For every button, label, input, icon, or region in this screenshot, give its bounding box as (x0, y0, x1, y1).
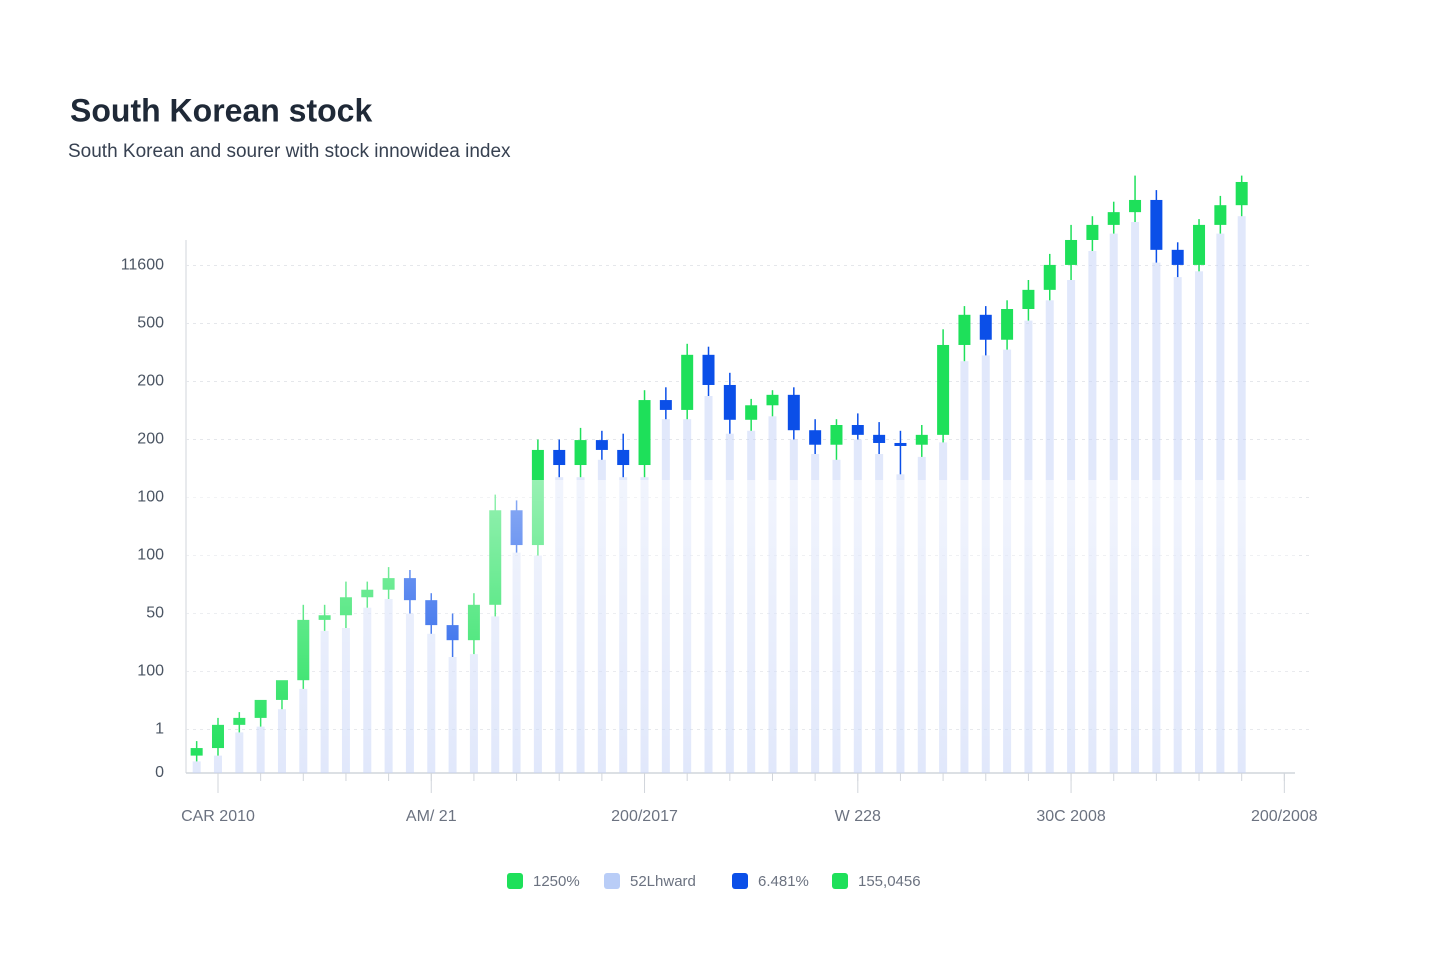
y-tick-label: 100 (137, 489, 164, 506)
x-tick-label: 30C 2008 (1036, 808, 1105, 825)
y-tick-label: 200 (137, 431, 164, 448)
candle-body (574, 440, 587, 466)
y-tick-label: 500 (137, 315, 164, 332)
candle-body (851, 425, 864, 435)
x-tick-label: W 228 (835, 808, 881, 825)
candle-body (1086, 224, 1099, 240)
legend-swatch (832, 873, 848, 889)
x-tick-label: 200/2017 (611, 808, 678, 825)
candle-body (659, 400, 672, 410)
y-tick-label: 200 (137, 373, 164, 390)
x-tick-label: 200/2008 (1251, 808, 1318, 825)
y-tick-label: 50 (146, 605, 164, 622)
x-tick-label: CAR 2010 (181, 808, 255, 825)
candle-body (958, 314, 971, 345)
chart-subtitle: South Korean and sourer with stock innow… (68, 141, 511, 162)
x-tick-label: AM/ 21 (406, 808, 457, 825)
candle-body (745, 405, 758, 420)
y-tick-label: 100 (137, 663, 164, 680)
candle-body (595, 440, 608, 450)
legend-label: 155,0456 (858, 873, 921, 890)
candle-body (553, 449, 566, 466)
y-tick-label: 1 (155, 721, 164, 738)
y-tick-label: 11600 (121, 257, 164, 274)
candle-body (723, 384, 736, 420)
candle-body (1107, 212, 1120, 225)
candle-body (1235, 181, 1248, 206)
candle-body (1150, 199, 1163, 250)
candle-body (681, 354, 694, 410)
candle-body (894, 442, 907, 446)
candle-body (809, 430, 822, 445)
candle-body (1193, 224, 1206, 265)
candle-body (915, 434, 928, 445)
candle-body (830, 425, 843, 445)
candle-body (787, 394, 800, 431)
candle-body (1001, 309, 1014, 340)
legend-label: 6.481% (758, 873, 809, 890)
legend-swatch (604, 873, 620, 889)
candle-body (1214, 205, 1227, 225)
candle-body (1129, 199, 1142, 213)
candle-body (1171, 249, 1184, 265)
candle-body (1022, 289, 1035, 309)
chart-title: South Korean stock (70, 92, 372, 128)
y-tick-label: 0 (155, 764, 164, 781)
legend-swatch (507, 873, 523, 889)
candle-body (873, 434, 886, 443)
candle-body (937, 344, 950, 435)
legend-label: 52Lhward (630, 873, 696, 890)
candle-body (617, 449, 630, 466)
legend-label: 1250% (533, 873, 580, 890)
candle-body (979, 314, 992, 340)
y-tick-label: 100 (137, 547, 164, 564)
candle-body (638, 400, 651, 466)
shade-fade (187, 480, 1296, 772)
legend-swatch (732, 873, 748, 889)
candle-body (702, 354, 715, 385)
candle-body (1065, 239, 1078, 265)
candle-body (766, 394, 779, 406)
candle-body (1043, 264, 1056, 290)
